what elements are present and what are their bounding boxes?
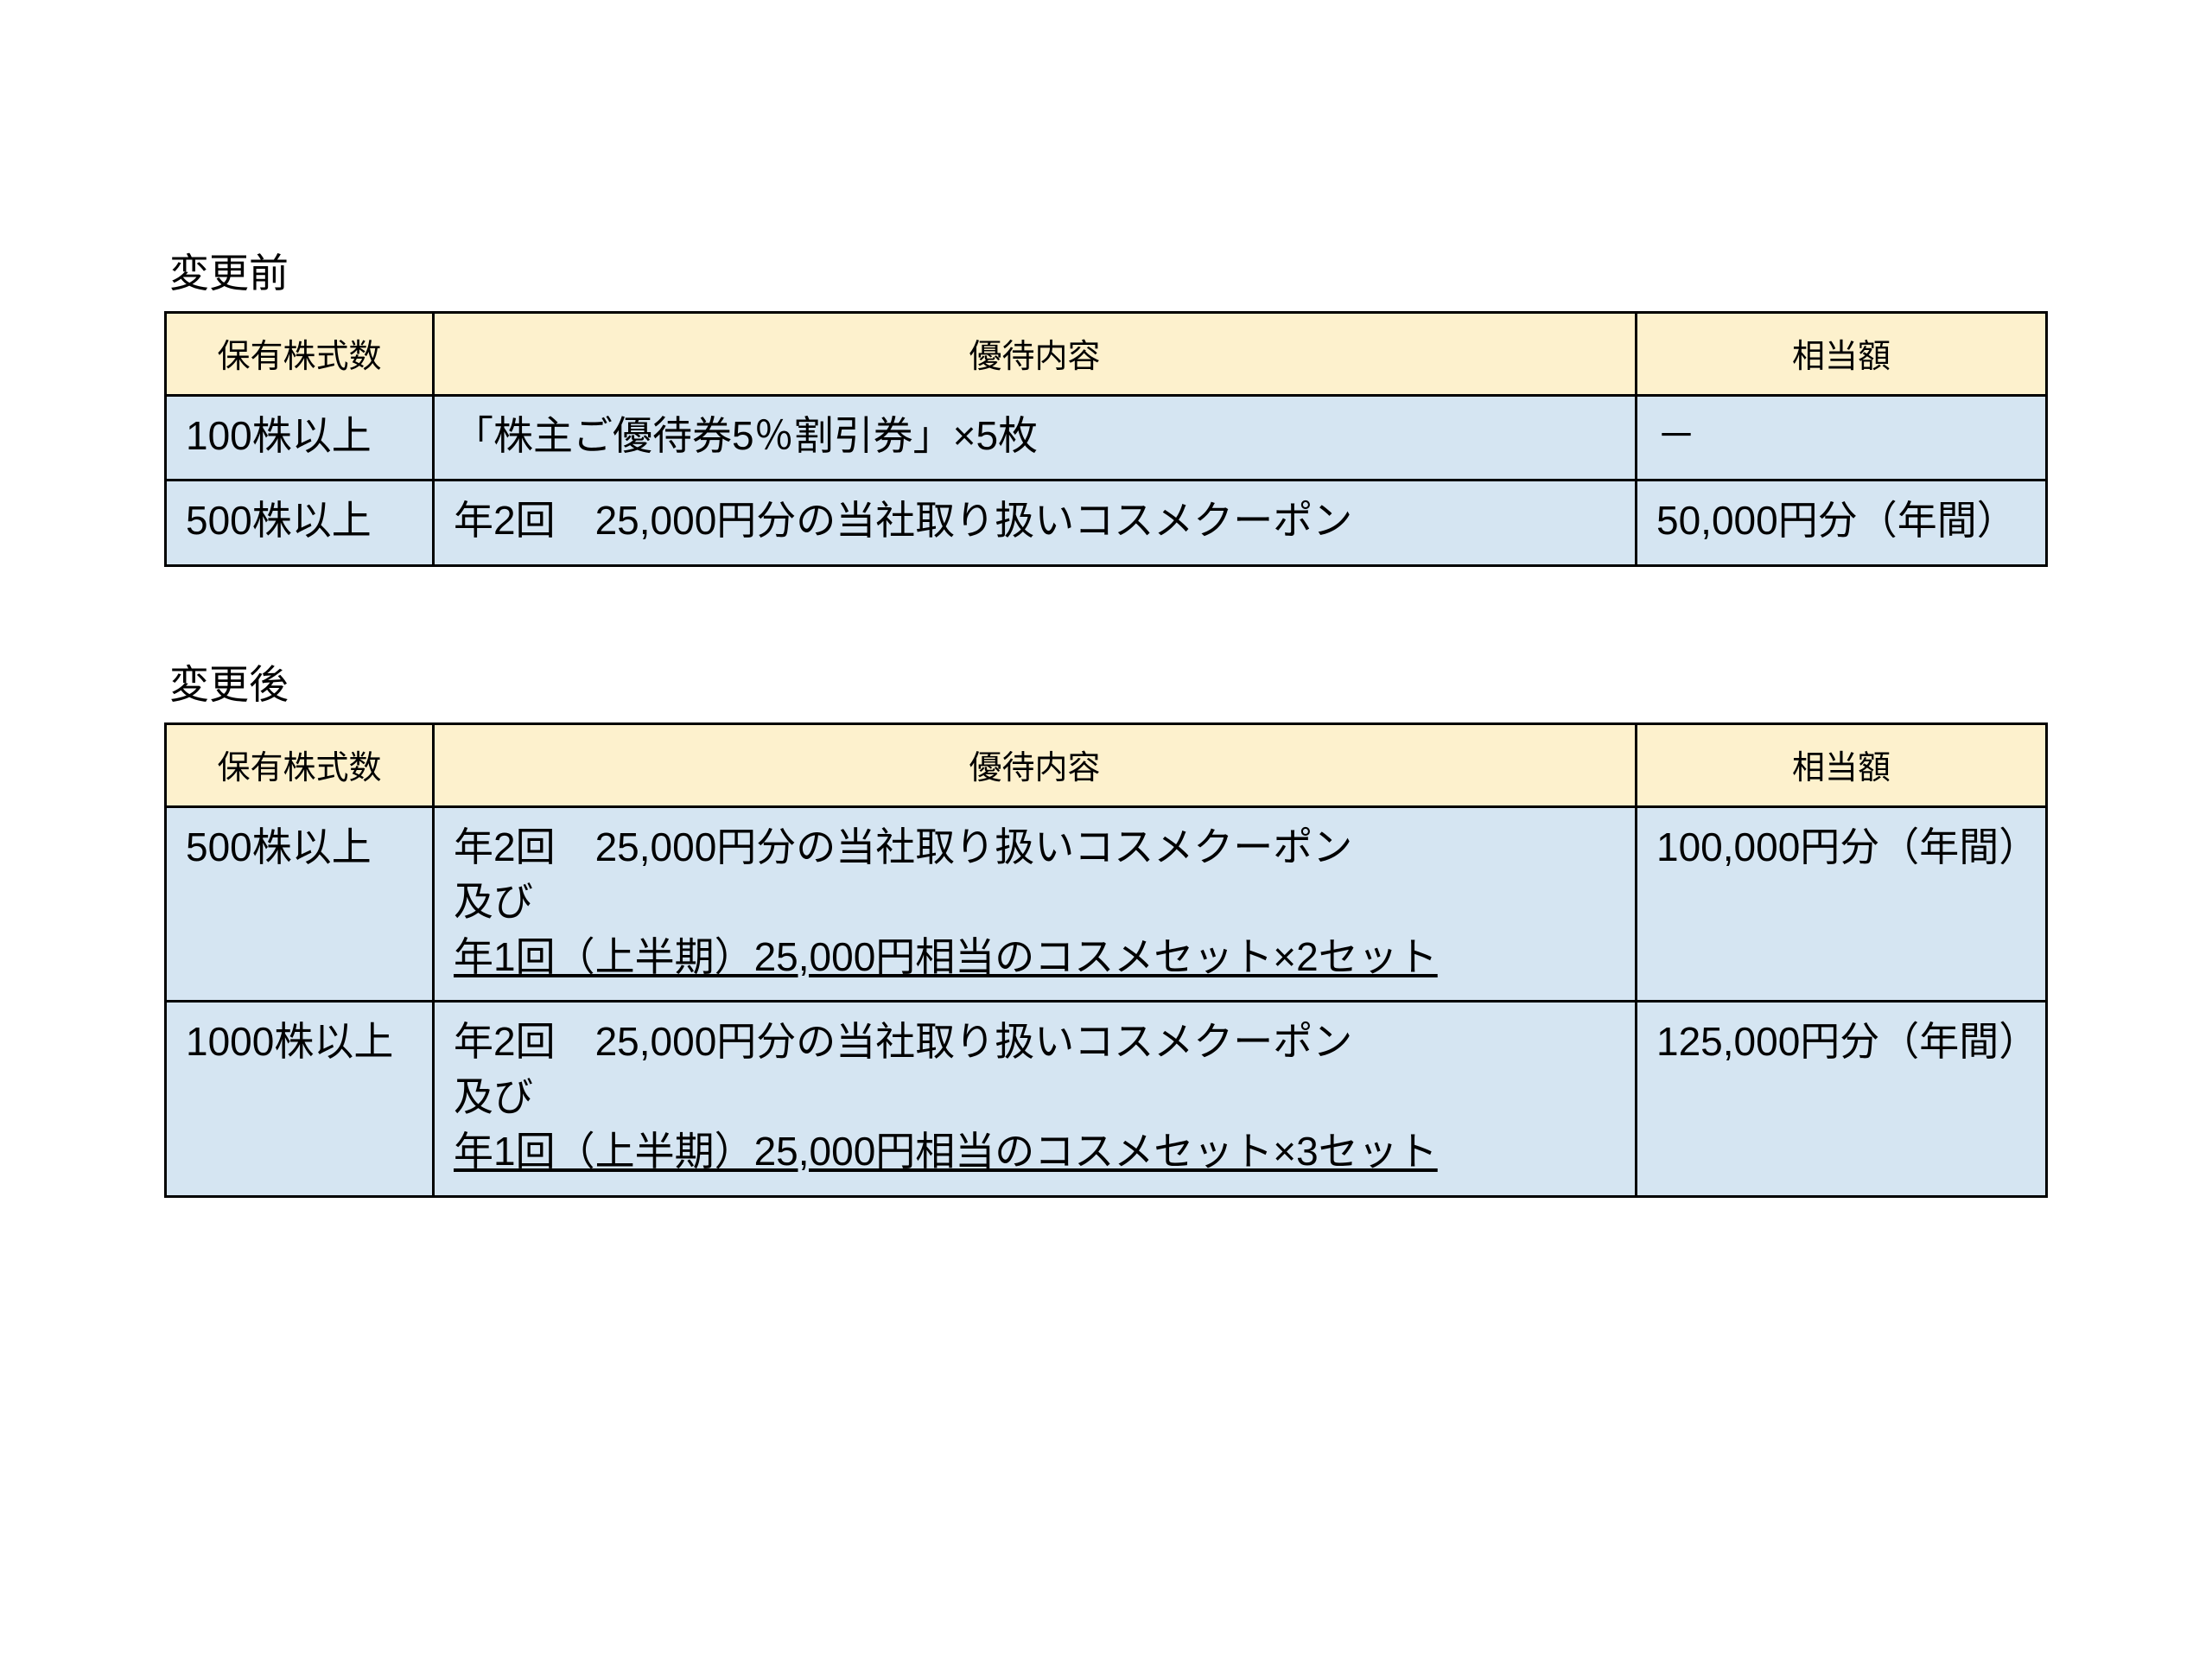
col-header-content: 優待内容: [434, 313, 1637, 396]
cell-amount: 125,000円分（年間）: [1637, 1002, 2047, 1196]
page-container: 変更前 保有株式数 優待内容 相当額 100株以上 「株主ご優待券5％割引券」×…: [0, 0, 2212, 1198]
col-header-amount: 相当額: [1637, 313, 2047, 396]
content-line1: 年2回 25,000円分の当社取り扱いコスメクーポン: [454, 824, 1352, 869]
cell-content: 「株主ご優待券5％割引券」×5枚: [434, 396, 1637, 481]
cell-amount: 100,000円分（年間）: [1637, 806, 2047, 1001]
cell-content: 年2回 25,000円分の当社取り扱いコスメクーポン 及び 年1回（上半期）25…: [434, 1002, 1637, 1196]
content-line3-underlined: 年1回（上半期）25,000円相当のコスメセット×3セット: [454, 1129, 1438, 1174]
content-line1: 年2回 25,000円分の当社取り扱いコスメクーポン: [454, 498, 1352, 543]
content-line1: 「株主ご優待券5％割引券」×5枚: [454, 413, 1038, 458]
content-line1: 年2回 25,000円分の当社取り扱いコスメクーポン: [454, 1019, 1352, 1064]
cell-amount: 50,000円分（年間）: [1637, 481, 2047, 565]
col-header-shares: 保有株式数: [166, 313, 434, 396]
table-after: 保有株式数 優待内容 相当額 500株以上 年2回 25,000円分の当社取り扱…: [164, 722, 2048, 1198]
content-line2: 及び: [454, 1074, 533, 1119]
table-before: 保有株式数 優待内容 相当額 100株以上 「株主ご優待券5％割引券」×5枚 －…: [164, 311, 2048, 567]
section-gap: [164, 567, 2048, 653]
cell-shares: 100株以上: [166, 396, 434, 481]
cell-shares: 500株以上: [166, 481, 434, 565]
section-title-before: 変更前: [169, 242, 2048, 299]
table-row: 1000株以上 年2回 25,000円分の当社取り扱いコスメクーポン 及び 年1…: [166, 1002, 2047, 1196]
col-header-amount: 相当額: [1637, 723, 2047, 806]
cell-content: 年2回 25,000円分の当社取り扱いコスメクーポン: [434, 481, 1637, 565]
table-header-row: 保有株式数 優待内容 相当額: [166, 313, 2047, 396]
section-title-after: 変更後: [169, 653, 2048, 710]
cell-amount: －: [1637, 396, 2047, 481]
table-row: 500株以上 年2回 25,000円分の当社取り扱いコスメクーポン 50,000…: [166, 481, 2047, 565]
col-header-shares: 保有株式数: [166, 723, 434, 806]
cell-shares: 1000株以上: [166, 1002, 434, 1196]
cell-content: 年2回 25,000円分の当社取り扱いコスメクーポン 及び 年1回（上半期）25…: [434, 806, 1637, 1001]
table-row: 500株以上 年2回 25,000円分の当社取り扱いコスメクーポン 及び 年1回…: [166, 806, 2047, 1001]
table-row: 100株以上 「株主ご優待券5％割引券」×5枚 －: [166, 396, 2047, 481]
cell-shares: 500株以上: [166, 806, 434, 1001]
col-header-content: 優待内容: [434, 723, 1637, 806]
content-line3-underlined: 年1回（上半期）25,000円相当のコスメセット×2セット: [454, 934, 1438, 979]
content-line2: 及び: [454, 879, 533, 924]
table-header-row: 保有株式数 優待内容 相当額: [166, 723, 2047, 806]
